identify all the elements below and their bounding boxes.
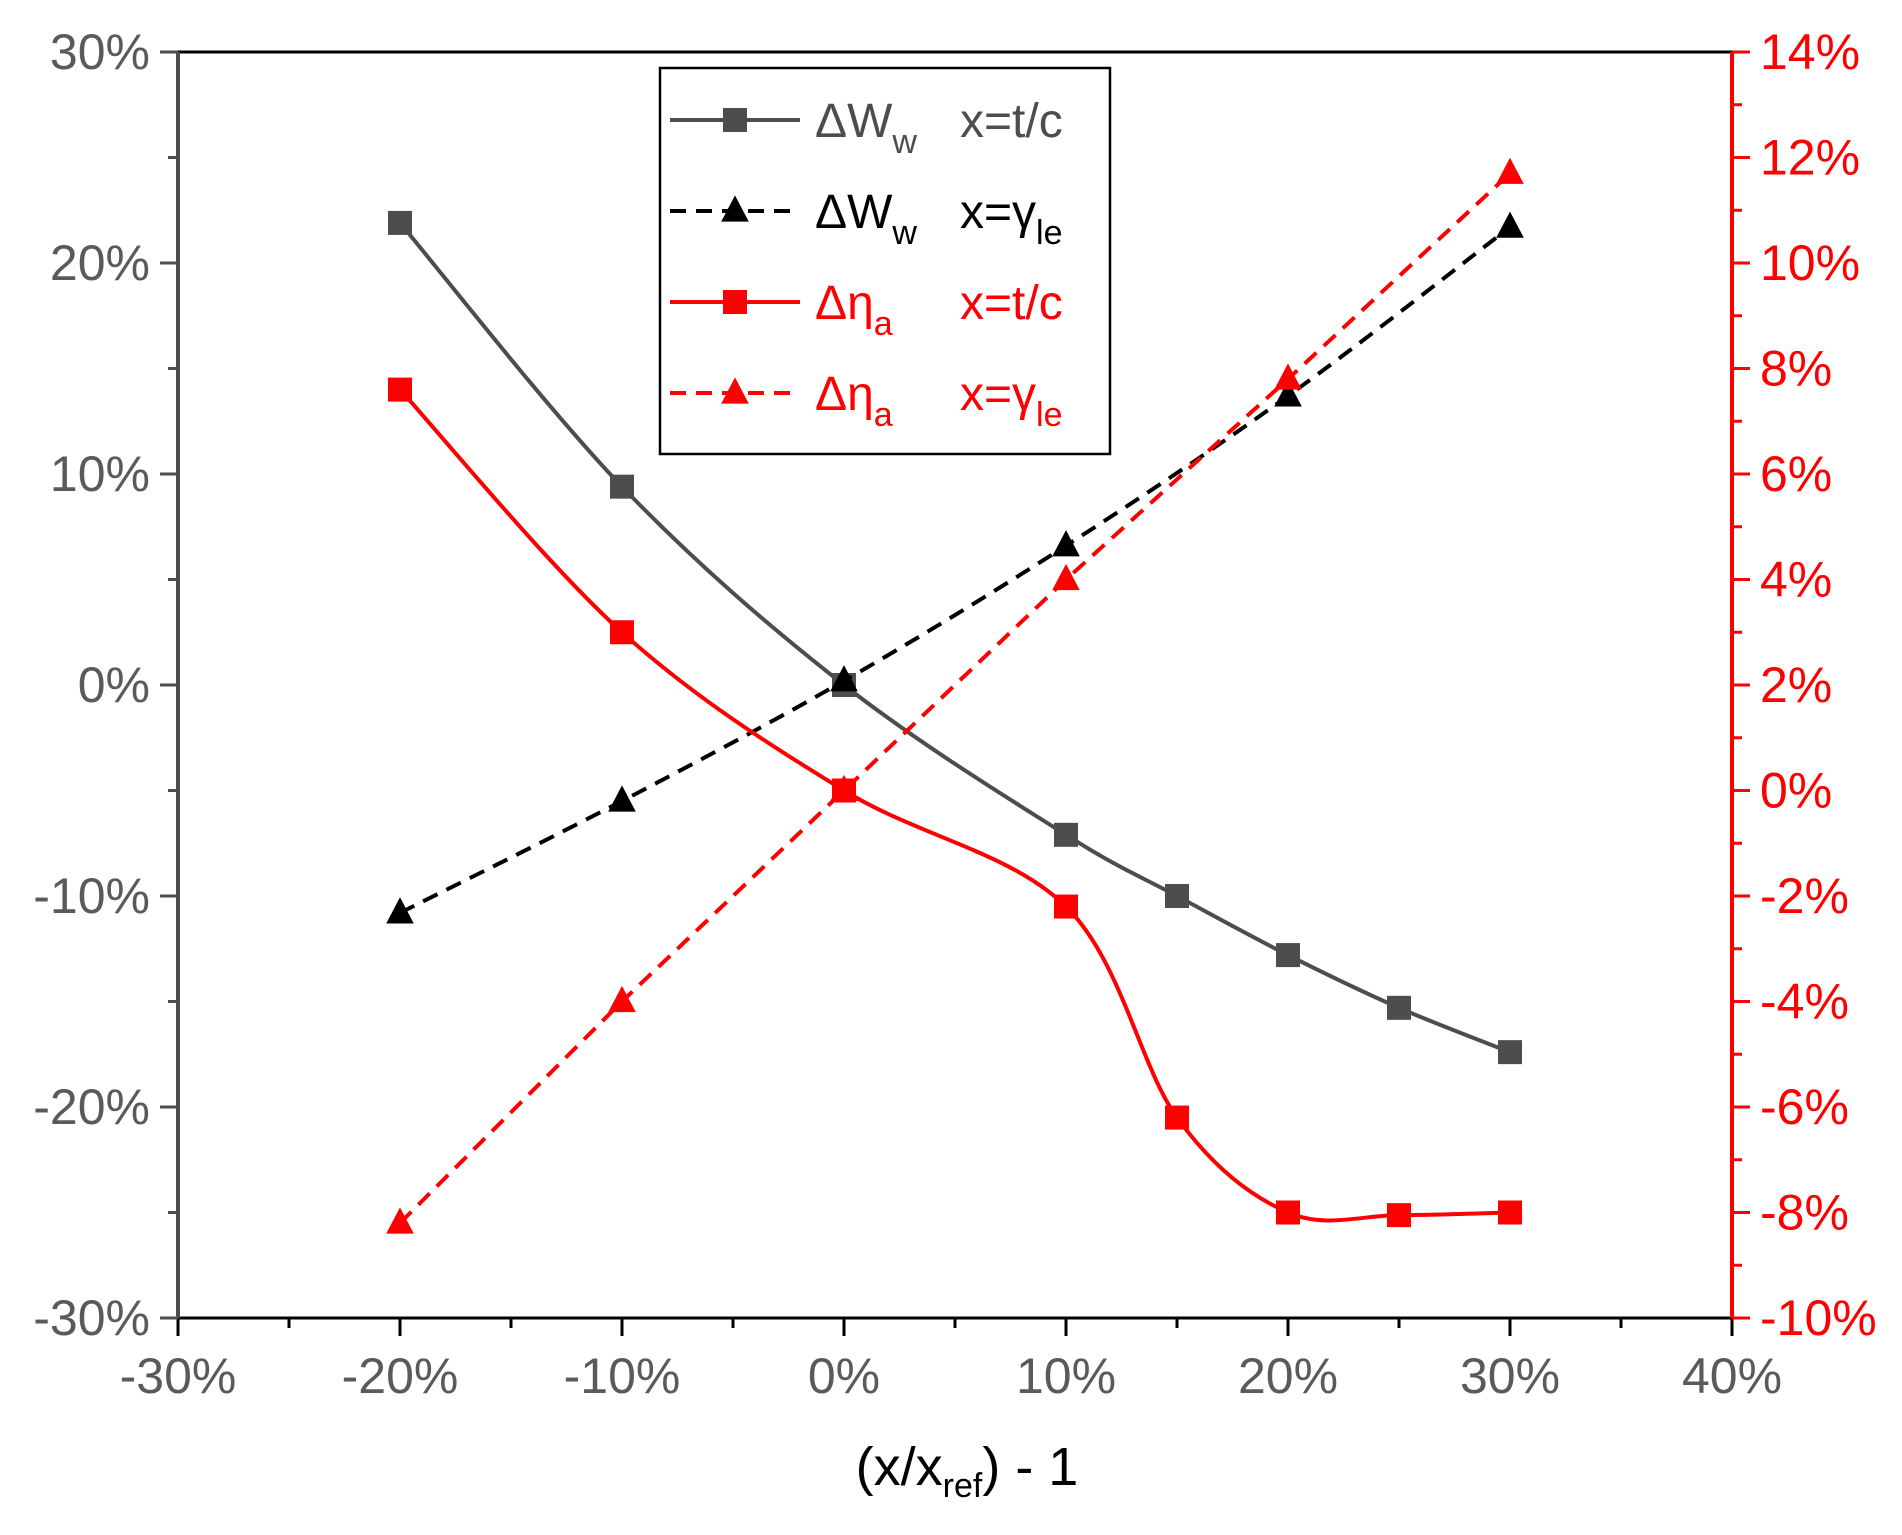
y-right-tick-label: 4%	[1760, 552, 1832, 608]
legend-item: ΔWw x=t/c	[670, 95, 1063, 161]
data-point	[386, 897, 414, 924]
legend-label: Δηa x=t/c	[815, 277, 1063, 343]
data-point	[608, 985, 636, 1013]
x-tick-label: 40%	[1682, 1348, 1782, 1404]
data-point	[388, 377, 412, 402]
y-right-tick-label: 0%	[1760, 763, 1832, 819]
legend-marker	[723, 290, 747, 314]
axes-layer: -30% -20% -10% 0% 10% 20% 30% 40% -30% -20% -10% 0%…	[33, 24, 1876, 1404]
legend-marker	[721, 195, 749, 222]
series-3	[386, 157, 1524, 1234]
legend-item: ΔWw x=γle	[670, 186, 1063, 252]
series-line	[399, 225, 1512, 915]
data-point	[386, 1207, 414, 1234]
data-point	[1165, 1105, 1189, 1130]
data-point	[388, 210, 412, 235]
data-point	[1276, 943, 1300, 968]
series-line	[398, 171, 1512, 1225]
legend-item: Δηa x=t/c	[670, 277, 1063, 343]
data-point	[608, 785, 636, 812]
y-left-tick-label: -10%	[33, 868, 150, 924]
x-axis-title: (x/xref) - 1	[856, 1437, 1079, 1505]
series-layer	[386, 157, 1524, 1234]
y-left-tick-label: -30%	[33, 1290, 150, 1346]
y-right-tick-label: -8%	[1760, 1185, 1849, 1241]
data-point	[1054, 894, 1078, 919]
data-point	[1052, 530, 1080, 557]
y-right-tick-label: 8%	[1760, 341, 1832, 397]
legend-marker	[721, 377, 749, 404]
y-right-tick-label: 10%	[1760, 235, 1860, 291]
y-right-tick-label: -10%	[1760, 1290, 1877, 1346]
y-left-tick-label: -20%	[33, 1079, 150, 1135]
y-left-tick-label: 30%	[50, 24, 150, 80]
data-point	[830, 774, 858, 802]
data-point	[1387, 1203, 1411, 1228]
legend-label: ΔWw x=t/c	[815, 95, 1063, 161]
data-point	[1052, 563, 1080, 591]
data-point	[1496, 211, 1524, 238]
legend: ΔWw x=t/c ΔWw x=γle Δηa x=t/c Δηa x=γle	[658, 66, 1112, 456]
series-line	[398, 388, 1511, 1223]
data-point	[610, 620, 634, 645]
x-tick-label: -20%	[342, 1348, 459, 1404]
x-tick-label: 0%	[808, 1348, 880, 1404]
y-right-tick-label: -2%	[1760, 868, 1849, 924]
data-point	[1165, 884, 1189, 908]
data-point	[610, 474, 634, 499]
data-point	[1498, 1040, 1522, 1065]
data-point	[1274, 380, 1302, 407]
series-1	[386, 211, 1524, 924]
data-point	[1274, 363, 1302, 390]
data-point	[1276, 1200, 1300, 1225]
y-left-tick-label: 20%	[50, 235, 150, 291]
data-point	[1496, 157, 1524, 184]
data-point	[1387, 995, 1411, 1020]
y-right-tick-label: -4%	[1760, 974, 1849, 1030]
y-left-tick-label: 10%	[50, 446, 150, 502]
legend-item: Δηa x=γle	[670, 368, 1063, 434]
y-left-tick-label: 0%	[78, 657, 150, 713]
series-2	[388, 377, 1522, 1228]
y-right-tick-label: -6%	[1760, 1079, 1849, 1135]
x-tick-label: 20%	[1238, 1348, 1338, 1404]
series-0	[388, 210, 1522, 1065]
y-right-tick-label: 2%	[1760, 657, 1832, 713]
x-tick-label: -10%	[564, 1348, 681, 1404]
x-tick-label: -30%	[120, 1348, 237, 1404]
data-point	[1498, 1200, 1522, 1225]
y-right-tick-label: 14%	[1760, 24, 1860, 80]
legend-label: Δηa x=γle	[815, 368, 1063, 434]
x-tick-label: 10%	[1016, 1348, 1116, 1404]
y-right-tick-label: 12%	[1760, 130, 1860, 186]
legend-label: ΔWw x=γle	[815, 186, 1063, 252]
data-point	[830, 665, 858, 692]
legend-marker	[723, 108, 747, 132]
data-point	[1054, 822, 1078, 847]
y-right-tick-label: 6%	[1760, 446, 1832, 502]
x-tick-label: 30%	[1460, 1348, 1560, 1404]
